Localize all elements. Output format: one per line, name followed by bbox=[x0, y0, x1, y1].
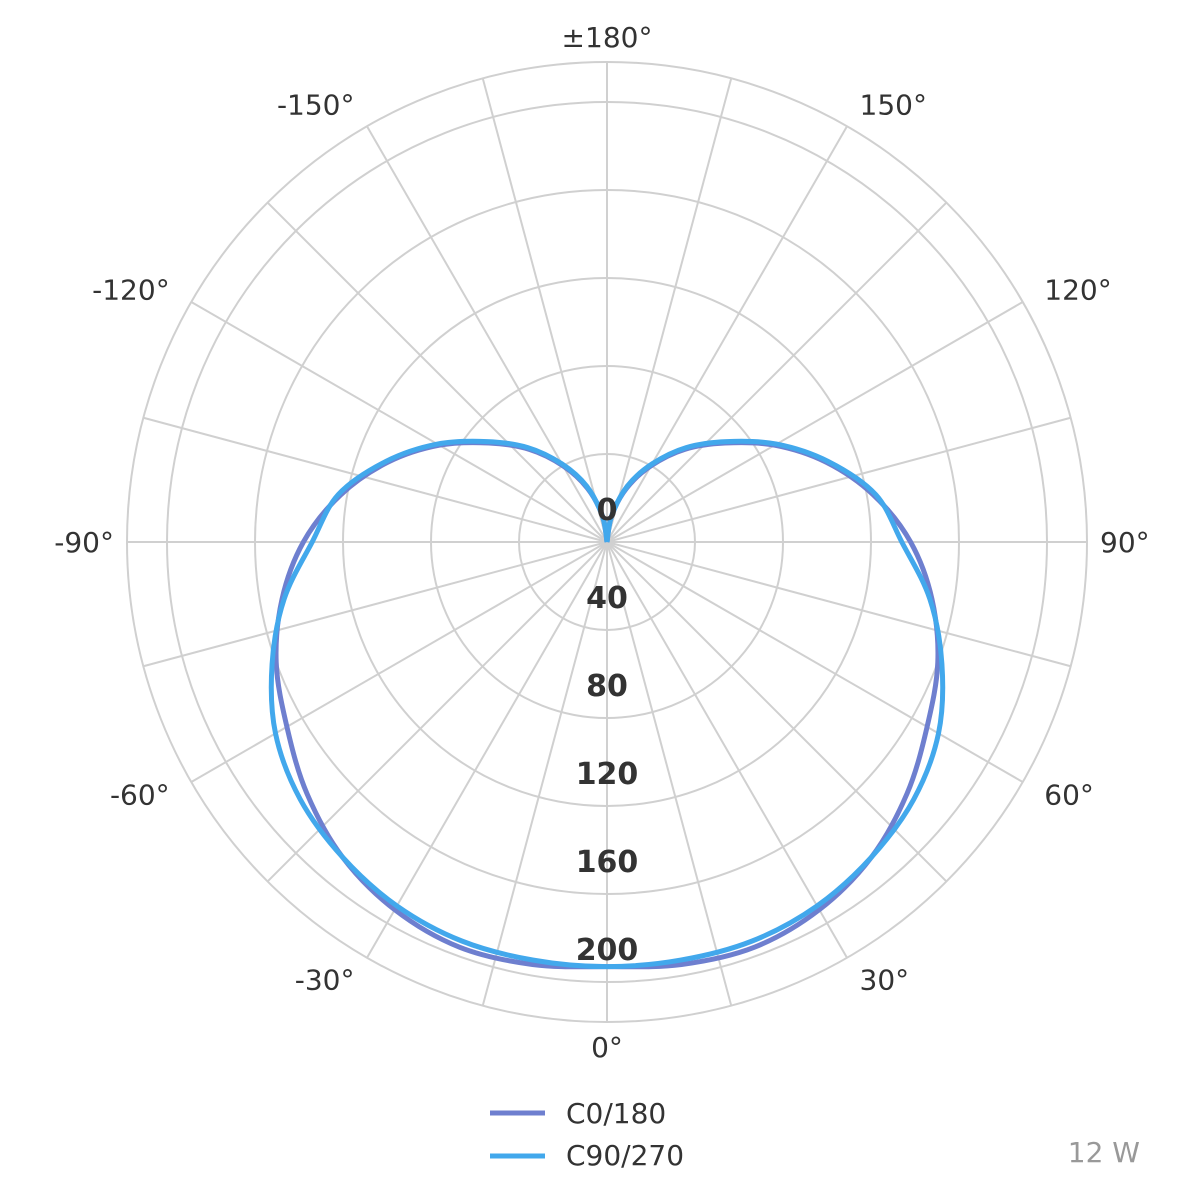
radial-tick-label: 40 bbox=[586, 581, 628, 616]
radial-tick-label: 200 bbox=[576, 933, 639, 968]
grid-spoke bbox=[366, 541, 608, 959]
grid-spoke bbox=[606, 541, 848, 959]
grid-spoke bbox=[606, 541, 1071, 668]
angle-label: 0° bbox=[591, 1031, 623, 1064]
angle-label: -150° bbox=[277, 89, 355, 122]
angle-label: -30° bbox=[295, 963, 355, 996]
grid-spoke bbox=[190, 301, 608, 543]
angle-label: -60° bbox=[110, 779, 170, 812]
grid-spoke bbox=[606, 541, 733, 1006]
radial-tick-label: 120 bbox=[576, 757, 639, 792]
radial-tick-label: 160 bbox=[576, 845, 639, 880]
angle-label: -120° bbox=[92, 274, 170, 307]
grid-spoke bbox=[606, 125, 848, 543]
series-line-c90-270 bbox=[268, 438, 946, 970]
angle-label: 150° bbox=[860, 89, 927, 122]
grid-spoke bbox=[606, 78, 733, 543]
radial-labels: 0 40 80 120 160 200 bbox=[576, 493, 639, 968]
legend: C0/180 C90/270 bbox=[490, 1097, 684, 1172]
grid-spoke bbox=[143, 541, 608, 668]
grid-spoke bbox=[481, 78, 608, 543]
grid-spoke bbox=[266, 201, 608, 543]
grid-spoke bbox=[366, 125, 608, 543]
grid-spoke bbox=[143, 416, 608, 543]
grid-spoke bbox=[606, 541, 1024, 783]
angle-label: 60° bbox=[1044, 779, 1094, 812]
grid-spokes bbox=[127, 62, 1087, 1022]
grid-spoke bbox=[606, 416, 1071, 543]
legend-label-c90-270: C90/270 bbox=[566, 1139, 684, 1172]
grid-spoke bbox=[190, 541, 608, 783]
radial-tick-label: 80 bbox=[586, 669, 628, 704]
angle-label: 90° bbox=[1100, 526, 1150, 559]
angle-label: 30° bbox=[860, 963, 910, 996]
angle-label: ±180° bbox=[562, 21, 653, 54]
series-curves bbox=[268, 438, 946, 970]
angle-labels: 0° 30° 60° 90° 120° 150° ±180° -150° -120° -90° -6… bbox=[54, 21, 1149, 1064]
angle-label: 120° bbox=[1044, 274, 1111, 307]
angle-label: -90° bbox=[54, 526, 114, 559]
grid-spoke bbox=[481, 541, 608, 1006]
power-label: 12 W bbox=[1068, 1136, 1140, 1169]
radial-tick-label: 0 bbox=[597, 493, 618, 528]
legend-label-c0-180: C0/180 bbox=[566, 1097, 666, 1130]
grid-spoke bbox=[606, 301, 1024, 543]
grid-spoke bbox=[606, 201, 948, 543]
